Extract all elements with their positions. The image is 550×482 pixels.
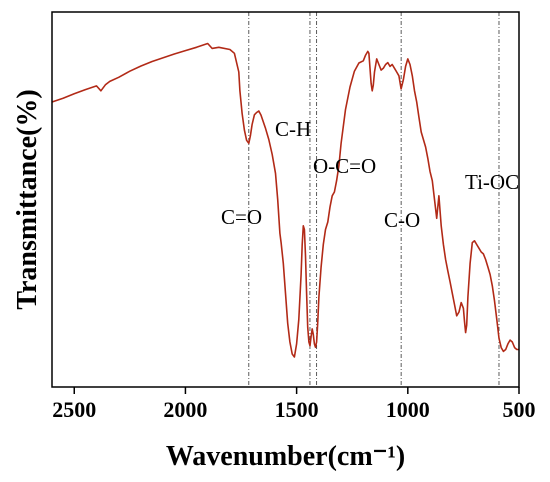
x-axis-title: Wavenumber(cm⁻¹) [166, 441, 405, 472]
spectrum-line [51, 42, 519, 358]
x-tick-label-0: 2500 [52, 397, 96, 422]
x-tick-label-1: 2000 [163, 397, 207, 422]
reference-lines [248, 12, 500, 387]
annotation-3: C-O [384, 208, 420, 232]
x-axis-ticks: 2500 2000 1500 1000 500 [52, 387, 536, 422]
annotations: C=O C-HO-C=O C-O Ti-OC [221, 117, 519, 232]
annotation-4: Ti-OC [465, 170, 519, 194]
y-axis-title: Transmittance(%) [12, 89, 43, 309]
x-tick-label-3: 1000 [386, 397, 430, 422]
plot-frame [51, 11, 520, 388]
x-tick-label-2: 1500 [275, 397, 319, 422]
x-tick-label-4: 500 [503, 397, 536, 422]
annotation-0: C=O [221, 205, 262, 229]
annotation-2: O-C=O [313, 154, 376, 178]
annotation-1: C-H [275, 117, 311, 141]
